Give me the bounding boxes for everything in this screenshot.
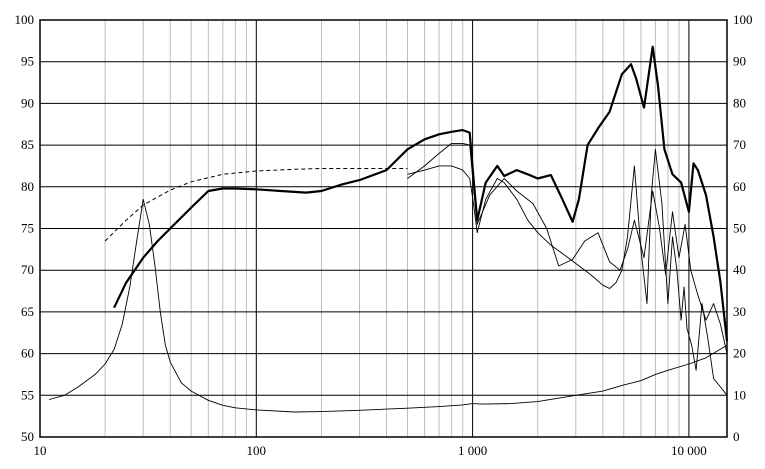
y-tick-label-left: 60: [21, 346, 34, 361]
y-tick-label-left: 95: [21, 54, 34, 69]
right-axis-ticks: 0 10 20 30 40 50 60 70 80 90 100: [733, 12, 753, 444]
y-tick-label-right: 10: [733, 387, 746, 402]
x-tick-label: 1 000: [458, 443, 487, 458]
y-tick-label-left: 65: [21, 304, 34, 319]
x-axis-ticks: 10 100 1 000 10 000: [34, 443, 707, 458]
y-tick-label-right: 30: [733, 304, 746, 319]
y-tick-label-right: 20: [733, 346, 746, 361]
x-tick-label: 10: [34, 443, 47, 458]
y-tick-label-right: 80: [733, 95, 746, 110]
y-tick-label-left: 50: [21, 429, 34, 444]
y-tick-label-right: 0: [733, 429, 740, 444]
y-tick-label-right: 50: [733, 221, 746, 236]
y-tick-label-left: 55: [21, 387, 34, 402]
y-tick-label-right: 90: [733, 54, 746, 69]
series-layer: [48, 45, 729, 413]
y-tick-label-right: 40: [733, 262, 746, 277]
major-gridlines: [40, 20, 727, 437]
y-tick-label-right: 100: [733, 12, 753, 27]
series-line-4: [407, 148, 728, 396]
series-line-5: [48, 198, 728, 413]
plot-frame: [39, 19, 728, 438]
y-tick-label-right: 60: [733, 179, 746, 194]
y-tick-label-left: 100: [15, 12, 35, 27]
series-line-1: [113, 45, 729, 342]
y-tick-label-left: 85: [21, 137, 34, 152]
y-tick-label-left: 75: [21, 221, 34, 236]
series-line-3: [407, 142, 728, 354]
x-tick-label: 10 000: [671, 443, 707, 458]
series-line-2: [104, 168, 408, 242]
y-tick-label-left: 80: [21, 179, 34, 194]
y-tick-label-left: 90: [21, 95, 34, 110]
x-tick-label: 100: [247, 443, 267, 458]
y-tick-label-left: 70: [21, 262, 34, 277]
left-axis-ticks: 50 55 60 65 70 75 80 85 90 95 100: [15, 12, 35, 444]
y-tick-label-right: 70: [733, 137, 746, 152]
